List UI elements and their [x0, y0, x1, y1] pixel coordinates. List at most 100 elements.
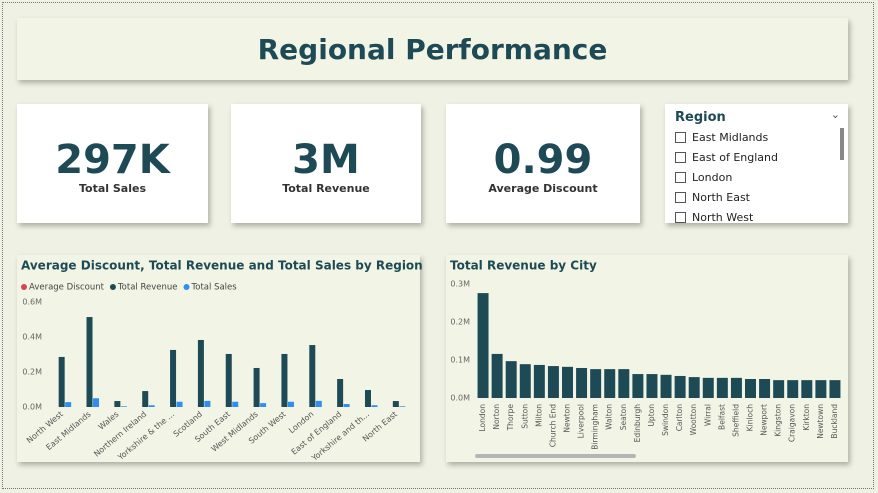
scrollbar[interactable] — [475, 454, 636, 458]
bar — [674, 375, 686, 398]
kpi-label: Average Discount — [488, 182, 598, 195]
y-tick-label: 0.6M — [22, 298, 42, 307]
x-tick-label: Seaton — [619, 404, 628, 431]
bar — [702, 377, 714, 398]
bar — [688, 377, 700, 398]
x-tick-label: Wirral — [703, 404, 712, 426]
kpi-card: 3M Total Revenue — [231, 104, 421, 223]
checkbox[interactable] — [675, 152, 686, 163]
kpi-card: 0.99 Average Discount — [446, 104, 640, 223]
y-tick-label: 0.0M — [450, 394, 470, 403]
chart-panel — [446, 255, 848, 462]
y-tick-label: 0.0M — [22, 403, 42, 412]
bar — [829, 380, 841, 398]
bar — [505, 361, 517, 398]
slicer-item[interactable]: East of England — [675, 151, 778, 164]
bar — [287, 401, 294, 407]
slicer-item-label: North East — [692, 191, 750, 204]
chart-title: Total Revenue by City — [450, 259, 597, 273]
bar — [309, 345, 316, 407]
bar — [547, 366, 559, 398]
bar — [315, 400, 322, 407]
x-tick-label: Newtown — [816, 404, 825, 439]
checkbox[interactable] — [675, 132, 686, 143]
checkbox[interactable] — [675, 192, 686, 203]
legend-label: Average Discount — [29, 283, 105, 293]
legend-marker — [183, 284, 190, 290]
x-tick-label: Walton — [605, 404, 614, 430]
x-tick-label: Norton — [492, 404, 501, 430]
bar — [590, 369, 602, 398]
bar — [58, 356, 65, 407]
bar — [204, 400, 211, 407]
slicer-item[interactable]: North East — [675, 191, 750, 204]
x-tick-label: Liverpool — [577, 404, 586, 438]
y-tick-label: 0.2M — [450, 318, 470, 327]
bar — [253, 367, 260, 407]
bar — [716, 377, 728, 398]
bar — [142, 391, 149, 407]
x-tick-label: Kingston — [774, 404, 783, 437]
bar — [114, 401, 121, 407]
bar — [660, 374, 672, 398]
bar — [618, 369, 630, 398]
slicer-item[interactable]: East Midlands — [675, 131, 768, 144]
bar — [519, 364, 531, 398]
legend-label: Total Revenue — [117, 283, 178, 293]
slicer-item-label: East Midlands — [692, 131, 769, 144]
bar — [371, 405, 378, 407]
kpi-card: 297K Total Sales — [17, 104, 208, 223]
kpi-value: 3M — [292, 137, 360, 183]
bar — [364, 390, 371, 407]
bar — [281, 353, 288, 407]
kpi-value: 297K — [55, 137, 170, 183]
checkbox[interactable] — [675, 212, 686, 223]
x-tick-label: Edinburgh — [633, 404, 642, 443]
bar — [337, 379, 344, 407]
slicer-item[interactable]: London — [675, 171, 732, 184]
bar — [773, 380, 785, 398]
bar — [197, 339, 204, 407]
x-tick-label: London — [478, 404, 487, 432]
kpi-label: Total Sales — [78, 182, 146, 195]
bar — [148, 405, 155, 407]
x-tick-label: Church End — [548, 404, 557, 447]
slicer-item[interactable]: North West — [675, 211, 753, 223]
bar — [225, 353, 232, 407]
bar — [730, 377, 742, 398]
bar — [392, 401, 399, 407]
region-slicer: Region ⌄ East Midlands East of England Lon… — [665, 104, 848, 223]
bar — [65, 402, 72, 407]
x-tick-label: Swindon — [661, 404, 670, 436]
bar — [232, 401, 239, 407]
legend-label: Total Sales — [191, 283, 238, 293]
y-tick-label: 0.2M — [22, 368, 42, 377]
bar — [343, 404, 350, 407]
x-tick-label: Wootton — [689, 404, 698, 436]
chart-panel — [17, 255, 420, 462]
x-tick-label: Sutton — [520, 404, 529, 429]
dropdown-toggle[interactable]: ⌄ — [830, 108, 840, 121]
kpi-value: 0.99 — [493, 137, 593, 183]
x-tick-label: Kirkton — [802, 404, 811, 431]
scrollbar[interactable] — [840, 128, 844, 160]
x-tick-label: Kinloch — [746, 404, 755, 432]
bar — [745, 379, 756, 398]
x-tick-label: Birmingham — [591, 404, 600, 450]
bar — [759, 379, 771, 398]
bar — [787, 380, 799, 398]
chart-title: Average Discount, Total Revenue and Tota… — [21, 259, 423, 273]
x-tick-label: Carlton — [675, 404, 684, 432]
bar — [86, 317, 93, 407]
x-tick-label: Wales — [97, 410, 121, 432]
bar — [562, 366, 573, 398]
y-tick-label: 0.4M — [22, 333, 42, 342]
page-title: Regional Performance — [17, 18, 848, 80]
bar — [801, 380, 813, 398]
bar — [170, 349, 177, 407]
x-tick-label: Milton — [534, 404, 543, 427]
checkbox[interactable] — [675, 172, 686, 183]
x-tick-label: Craigavon — [788, 404, 797, 442]
